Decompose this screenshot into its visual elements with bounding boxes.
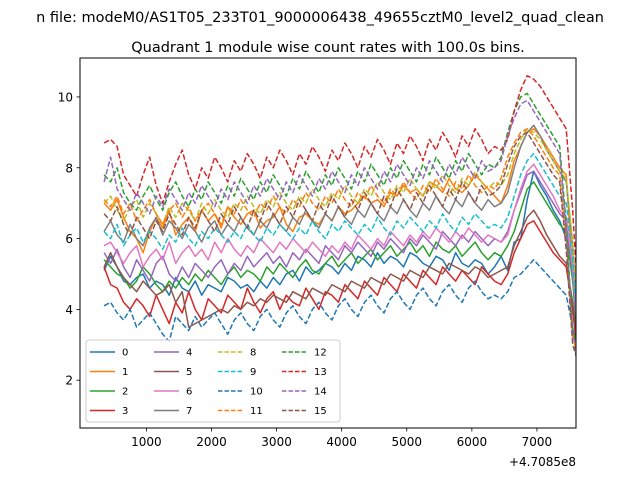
legend-label-7: 7 <box>186 406 192 417</box>
x-axis: 1000 2000 3000 4000 5000 6000 7000 <box>131 428 552 449</box>
series-line-14 <box>103 99 576 348</box>
x-tick-label: 3000 <box>261 435 292 449</box>
x-tick-label: 6000 <box>457 435 488 449</box>
legend-label-4: 4 <box>186 348 192 359</box>
series-line-3 <box>103 220 576 349</box>
x-tick-label: 1000 <box>131 435 162 449</box>
legend-label-8: 8 <box>250 348 256 359</box>
series-line-8 <box>103 128 576 303</box>
series-line-7 <box>103 124 576 307</box>
y-tick-label: 10 <box>58 90 73 104</box>
legend-label-5: 5 <box>186 367 192 378</box>
y-tick-label: 4 <box>65 303 73 317</box>
legend-label-11: 11 <box>250 406 263 417</box>
legend-label-1: 1 <box>122 367 128 378</box>
plot-frame <box>79 57 577 429</box>
legend-label-2: 2 <box>122 387 128 398</box>
series-line-6 <box>103 163 576 322</box>
legend-box <box>85 339 341 423</box>
series-line-5 <box>103 209 576 340</box>
legend-label-10: 10 <box>250 387 263 398</box>
legend-label-3: 3 <box>122 406 128 417</box>
series-line-13 <box>103 74 576 280</box>
x-tick-label: 2000 <box>196 435 227 449</box>
legend-label-14: 14 <box>314 387 327 398</box>
y-tick-label: 8 <box>65 161 73 175</box>
y-axis: 2 4 6 8 10 <box>58 90 80 388</box>
legend-label-12: 12 <box>314 348 327 359</box>
figure-suptitle: n file: modeM0/AS1T05_233T01_9000006438_… <box>36 10 604 26</box>
y-tick-label: 2 <box>65 374 73 388</box>
series-line-2 <box>103 181 576 334</box>
chart-title: Quadrant 1 module wise count rates with … <box>131 40 525 56</box>
y-tick-label: 6 <box>65 232 73 246</box>
x-tick-label: 5000 <box>391 435 422 449</box>
series-line-4 <box>103 170 576 327</box>
series-layer <box>103 74 576 360</box>
series-line-0 <box>103 170 576 329</box>
series-line-15 <box>103 131 576 358</box>
series-line-11 <box>103 128 576 351</box>
series-line-9 <box>103 152 576 317</box>
x-tick-label: 4000 <box>326 435 357 449</box>
legend-label-6: 6 <box>186 387 192 398</box>
series-line-12 <box>103 92 576 344</box>
x-tick-label: 7000 <box>522 435 553 449</box>
legend-label-0: 0 <box>122 348 128 359</box>
x-offset-label: +4.7085e8 <box>509 455 576 469</box>
legend-label-13: 13 <box>314 367 327 378</box>
series-line-10 <box>103 259 576 360</box>
legend-label-15: 15 <box>314 406 327 417</box>
legend-label-9: 9 <box>250 367 256 378</box>
